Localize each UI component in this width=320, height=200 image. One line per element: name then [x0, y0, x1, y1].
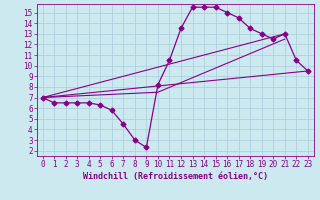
X-axis label: Windchill (Refroidissement éolien,°C): Windchill (Refroidissement éolien,°C) [83, 172, 268, 181]
